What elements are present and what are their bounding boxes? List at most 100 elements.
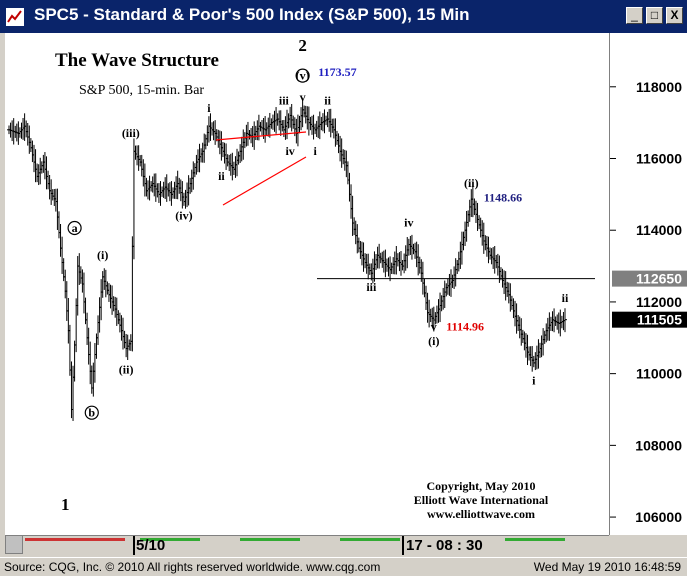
svg-text:iii: iii xyxy=(366,280,377,294)
maximize-button[interactable]: □ xyxy=(646,7,663,24)
wave-label: (iii) xyxy=(122,126,140,140)
status-bar: Source: CQG, Inc. © 2010 All rights rese… xyxy=(0,557,687,576)
wave-labels: 1ab(i)(ii)(iii)(iv)iiiiiiivv(v)21173.57i… xyxy=(61,36,569,514)
corner-box xyxy=(5,535,23,554)
window-title: SPC5 - Standard & Poor's 500 Index (S&P … xyxy=(34,5,470,24)
wave-label: a xyxy=(67,220,82,236)
svg-text:v: v xyxy=(300,90,306,104)
copyright-line-3: www.elliottwave.com xyxy=(427,507,535,521)
wave-label: 1 xyxy=(61,495,70,514)
wave-label: i xyxy=(313,144,317,158)
left-border xyxy=(0,33,5,557)
svg-text:(ii): (ii) xyxy=(119,363,134,377)
wave-label: (v) xyxy=(295,68,310,83)
wave-label: (i) xyxy=(97,248,108,262)
svg-text:ii: ii xyxy=(324,94,331,108)
date-axis: 5/10 17 - 08 : 30 xyxy=(5,535,609,555)
svg-text:(iv): (iv) xyxy=(175,208,192,222)
wave-label: ii xyxy=(324,94,331,108)
svg-text:ii: ii xyxy=(562,291,569,305)
chart-subtitle: S&P 500, 15-min. Bar xyxy=(79,83,204,98)
svg-text:112000: 112000 xyxy=(636,294,682,310)
session-stripe xyxy=(25,538,125,541)
last-price-label: 111505 xyxy=(637,312,682,328)
y-tick: 116000 xyxy=(610,151,682,167)
wave-label: i xyxy=(532,373,536,387)
svg-text:(i): (i) xyxy=(428,334,439,348)
y-tick: 114000 xyxy=(610,222,682,238)
wave-label: 1148.66 xyxy=(484,191,522,205)
y-tick: 110000 xyxy=(610,366,682,382)
svg-text:(iii): (iii) xyxy=(122,126,140,140)
wave-label: iii xyxy=(279,94,290,108)
wedge-lower-line xyxy=(222,156,307,206)
svg-text:ii: ii xyxy=(218,169,225,183)
svg-text:1114.96: 1114.96 xyxy=(446,320,484,334)
app-icon xyxy=(6,8,24,26)
wave-label: 1114.96 xyxy=(446,320,484,334)
copyright-line-2: Elliott Wave International xyxy=(414,493,549,507)
svg-text:iv: iv xyxy=(404,216,413,230)
date-separator xyxy=(133,536,135,555)
svg-text:116000: 116000 xyxy=(636,151,682,167)
svg-text:iii: iii xyxy=(279,94,290,108)
svg-text:118000: 118000 xyxy=(636,79,682,95)
y-tick: 106000 xyxy=(610,509,682,525)
y-tick: 112000 xyxy=(610,294,682,310)
wave-label: ii xyxy=(218,169,225,183)
wave-label: iv xyxy=(285,144,294,158)
session-stripe xyxy=(505,538,565,541)
svg-text:1173.57: 1173.57 xyxy=(318,65,356,79)
svg-text:(i): (i) xyxy=(97,248,108,262)
svg-text:2: 2 xyxy=(298,36,307,55)
minimize-button[interactable]: _ xyxy=(626,7,643,24)
wave-label: (ii) xyxy=(119,363,134,377)
price-chart[interactable]: 1ab(i)(ii)(iii)(iv)iiiiiiivv(v)21173.57i… xyxy=(5,33,609,535)
wave-label: b xyxy=(84,405,99,420)
wave-label: 2 xyxy=(298,36,307,55)
svg-text:(ii): (ii) xyxy=(464,176,479,190)
wave-label: ii xyxy=(562,291,569,305)
svg-text:108000: 108000 xyxy=(635,437,682,453)
svg-text:i: i xyxy=(207,101,211,115)
wave-label: v xyxy=(300,90,306,104)
timestamp-text: Wed May 19 2010 16:48:59 xyxy=(533,560,681,574)
source-text: Source: CQG, Inc. © 2010 All rights rese… xyxy=(4,560,381,574)
svg-text:i: i xyxy=(313,144,317,158)
date-label-start: 5/10 xyxy=(136,537,166,554)
copyright-line-1: Copyright, May 2010 xyxy=(427,479,536,493)
wave-label: (i) xyxy=(428,334,439,348)
wedge-upper-line xyxy=(215,131,307,141)
plot-area[interactable]: 1 a b (i) (ii) (iii) (iv) i ii iii iv v (v) 2 1173.57 i… xyxy=(5,33,609,535)
svg-text:110000: 110000 xyxy=(636,366,682,382)
y-tick: 108000 xyxy=(610,437,682,453)
price-axis[interactable]: 106000 108000 110000 112000 114000 116000 1180… xyxy=(609,33,687,535)
svg-text:a: a xyxy=(72,221,78,235)
svg-text:1: 1 xyxy=(61,495,70,514)
title-bar: SPC5 - Standard & Poor's 500 Index (S&P … xyxy=(0,0,687,33)
session-stripe xyxy=(340,538,400,541)
price-marker-label: 112650 xyxy=(636,271,682,287)
close-button[interactable]: X xyxy=(666,7,683,24)
axis-ticks: 106000 108000 110000 112000 114000 116000 1180… xyxy=(610,79,682,525)
last-price-box: 111505 xyxy=(612,311,687,328)
wave-label: v xyxy=(431,320,437,334)
date-separator xyxy=(402,536,404,555)
wave-label: iii xyxy=(366,280,377,294)
svg-text:i: i xyxy=(532,373,536,387)
price-marker-box: 112650 xyxy=(612,270,687,287)
price-bar xyxy=(563,308,567,333)
wave-label: i xyxy=(207,101,211,115)
price-axis-svg: 106000 108000 110000 112000 114000 116000 1180… xyxy=(610,79,687,525)
session-stripe xyxy=(240,538,300,541)
wave-label: (iv) xyxy=(175,208,192,222)
price-bars xyxy=(7,98,567,421)
svg-text:114000: 114000 xyxy=(636,222,682,238)
wave-label: iv xyxy=(404,216,413,230)
svg-text:iv: iv xyxy=(285,144,294,158)
date-label-end: 17 - 08 : 30 xyxy=(406,537,483,554)
wave-label: (ii) xyxy=(464,176,479,190)
chart-title: The Wave Structure xyxy=(55,50,219,71)
svg-text:(v): (v) xyxy=(296,69,310,83)
svg-text:1148.66: 1148.66 xyxy=(484,191,522,205)
